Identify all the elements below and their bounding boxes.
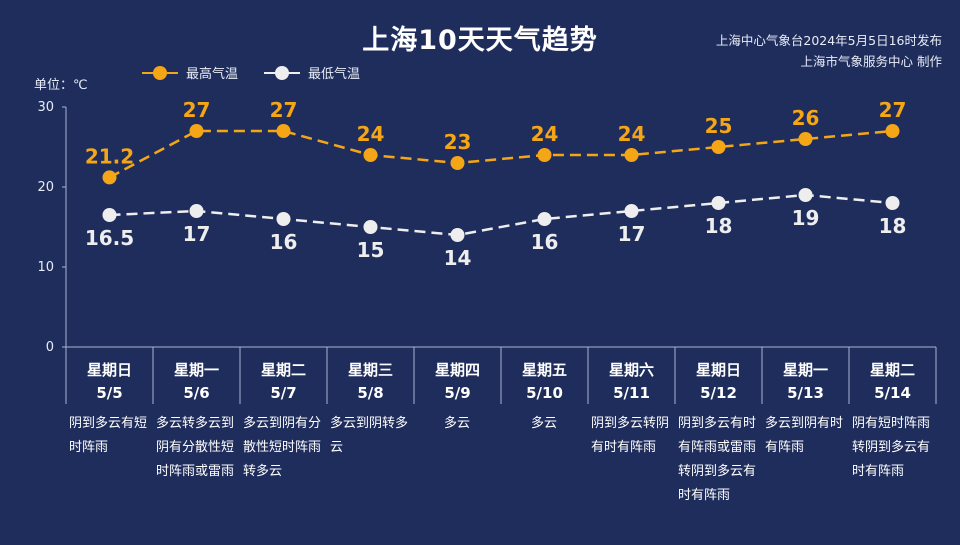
low-temp-label: 14	[444, 246, 472, 270]
high-temp-point	[798, 132, 813, 146]
low-temp-point	[624, 204, 639, 218]
high-temp-label: 27	[183, 98, 211, 122]
low-temp-label: 16.5	[85, 226, 134, 250]
x-date-label: 5/13	[787, 384, 824, 402]
y-tick-label: 30	[37, 100, 54, 115]
high-temp-label: 27	[270, 98, 298, 122]
weather-description: 阴到多云有时有阵雨或雷雨转阴到多云有时有阵雨	[678, 416, 757, 503]
weather-description: 多云转多云到阴有分散性短时阵雨或雷雨	[156, 416, 235, 479]
x-weekday-label: 星期日	[87, 361, 132, 379]
x-date-label: 5/5	[96, 384, 122, 402]
x-weekday-label: 星期四	[435, 361, 480, 379]
x-weekday-label: 星期一	[174, 361, 219, 379]
high-temp-label: 24	[357, 122, 385, 146]
low-temp-label: 17	[618, 222, 646, 246]
y-tick-label: 10	[37, 260, 54, 275]
high-temp-point	[276, 124, 291, 138]
low-temp-label: 16	[270, 230, 298, 254]
low-temp-label: 18	[705, 214, 733, 238]
x-date-label: 5/11	[613, 384, 650, 402]
x-date-label: 5/7	[270, 384, 296, 402]
legend-low-label: 最低气温	[308, 67, 361, 82]
x-date-label: 5/10	[526, 384, 563, 402]
high-temp-label: 23	[444, 130, 472, 154]
x-date-label: 5/14	[874, 384, 911, 402]
low-temp-line	[109, 193, 893, 237]
low-temp-point	[189, 204, 204, 218]
x-weekday-label: 星期五	[522, 361, 567, 379]
low-temp-point	[537, 212, 552, 226]
x-date-label: 5/8	[357, 384, 383, 402]
x-weekday-label: 星期二	[870, 361, 915, 379]
x-date-label: 5/12	[700, 384, 737, 402]
legend-item-high: 最高气温	[142, 63, 238, 82]
weather-description: 多云到阴有分散性短时阵雨转多云	[243, 416, 322, 479]
weather-description: 多云	[530, 416, 557, 431]
high-temp-point	[624, 148, 639, 162]
high-temp-point	[102, 170, 117, 185]
low-temp-point	[276, 212, 291, 226]
x-weekday-label: 星期一	[783, 361, 828, 379]
low-temp-point	[450, 228, 465, 242]
weather-description: 多云	[443, 416, 470, 431]
low-temp-point	[798, 188, 813, 202]
issuer-line-2: 上海市气象服务中心 制作	[800, 54, 942, 69]
weather-description: 阴有短时阵雨转阴到多云有时有阵雨	[852, 416, 931, 479]
low-temp-point	[363, 220, 378, 234]
legend-item-low: 最低气温	[264, 63, 360, 82]
x-date-label: 5/9	[444, 384, 470, 402]
y-tick-label: 20	[37, 180, 54, 195]
x-weekday-label: 星期二	[261, 361, 306, 379]
legend: 最高气温 最低气温	[142, 63, 360, 82]
low-temp-label: 15	[357, 238, 385, 262]
high-temp-point	[885, 124, 900, 138]
weather-description: 阴到多云有短时阵雨	[69, 416, 148, 455]
high-temp-label: 25	[705, 114, 733, 138]
low-temp-label: 17	[183, 222, 211, 246]
high-temp-point	[711, 140, 726, 154]
high-temp-label: 24	[618, 122, 646, 146]
x-date-label: 5/6	[183, 384, 209, 402]
high-temp-point	[363, 148, 378, 162]
low-temp-point	[102, 208, 117, 222]
high-temp-point	[537, 148, 552, 162]
legend-high-marker	[142, 65, 178, 80]
high-temp-label: 27	[879, 98, 907, 122]
low-temp-point	[885, 196, 900, 210]
weather-description: 阴到多云转阴有时有阵雨	[591, 416, 670, 455]
y-tick-label: 0	[46, 340, 54, 355]
high-temp-label: 24	[531, 122, 559, 146]
legend-low-marker	[264, 65, 301, 80]
low-temp-point	[711, 196, 726, 210]
high-temp-point	[450, 156, 465, 170]
legend-high-label: 最高气温	[186, 67, 239, 82]
high-temp-label: 21.2	[85, 144, 134, 168]
weather-description: 多云到阴转多云	[330, 416, 409, 455]
high-temp-point	[189, 124, 204, 138]
low-temp-label: 19	[792, 206, 820, 230]
low-temp-label: 18	[879, 214, 907, 238]
unit-label: 单位：℃	[34, 78, 88, 93]
page-title: 上海10天天气趋势	[362, 25, 598, 56]
issuer-info: 上海中心气象台2024年5月5日16时发布 上海市气象服务中心 制作	[716, 30, 942, 72]
low-temp-label: 16	[531, 230, 559, 254]
x-weekday-label: 星期六	[609, 361, 654, 379]
x-weekday-label: 星期三	[348, 361, 393, 379]
high-temp-line	[108, 129, 893, 179]
x-weekday-label: 星期日	[696, 361, 741, 379]
weather-description: 多云到阴有时有阵雨	[765, 416, 844, 455]
issuer-line-1: 上海中心气象台2024年5月5日16时发布	[715, 33, 942, 48]
high-temp-label: 26	[792, 106, 820, 130]
